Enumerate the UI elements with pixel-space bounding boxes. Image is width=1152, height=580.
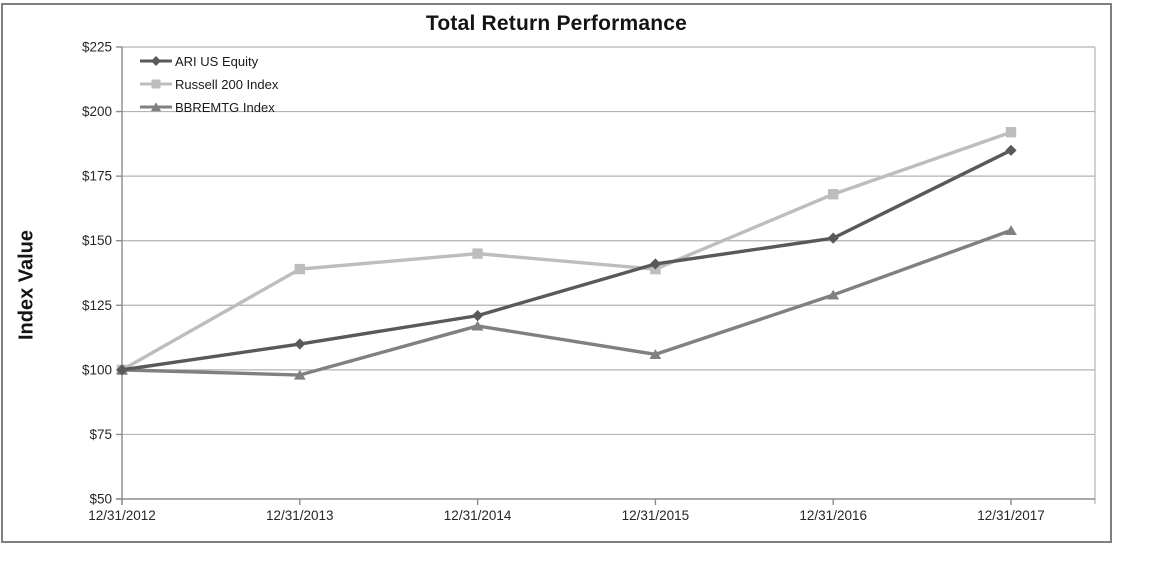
legend: ARI US Equity Russell 200 Index BBREMTG In… bbox=[139, 53, 278, 122]
series-line-russell-200-index bbox=[121, 130, 1012, 372]
y-tick-label: $175 bbox=[82, 169, 112, 184]
legend-square-marker-icon bbox=[140, 79, 172, 89]
chart-frame bbox=[1, 3, 1112, 543]
legend-item-label: Russell 200 Index bbox=[175, 76, 279, 92]
series-marker-ari-us-equity bbox=[827, 232, 839, 244]
series-marker-russell-200-index bbox=[1005, 127, 1017, 138]
x-tick-label: 12/31/2013 bbox=[266, 508, 334, 523]
series-marker-bbremtg-index bbox=[827, 289, 840, 300]
y-tick-label: $200 bbox=[82, 104, 112, 119]
series-marker-ari-us-equity bbox=[294, 338, 306, 350]
series-line-ari-us-equity bbox=[121, 148, 1012, 372]
series-marker-russell-200-index bbox=[828, 189, 839, 200]
x-tick-label: 12/31/2016 bbox=[799, 508, 867, 523]
legend-item: Russell 200 Index bbox=[139, 76, 278, 92]
series-marker-ari-us-equity bbox=[1005, 144, 1017, 156]
series-marker-ari-us-equity bbox=[472, 310, 484, 322]
y-tick-label: $100 bbox=[82, 362, 112, 377]
legend-item: ARI US Equity bbox=[139, 53, 278, 69]
series-marker-ari-us-equity bbox=[649, 258, 661, 270]
legend-diamond-marker-icon bbox=[140, 56, 172, 66]
y-tick-label: $225 bbox=[82, 40, 112, 55]
series-marker-russell-200-index bbox=[294, 263, 305, 275]
y-tick-label: $125 bbox=[82, 298, 112, 313]
series-marker-bbremtg-index bbox=[1005, 225, 1017, 235]
legend-item-label: BBREMTG Index bbox=[175, 99, 275, 115]
x-tick-label: 12/31/2017 bbox=[977, 508, 1045, 523]
y-tick-label: $75 bbox=[89, 427, 112, 442]
series-marker-bbremtg-index bbox=[293, 369, 306, 380]
x-tick-label: 12/31/2014 bbox=[444, 508, 512, 523]
x-tick-label: 12/31/2015 bbox=[622, 508, 690, 523]
series-marker-russell-200-index bbox=[472, 248, 483, 259]
series-marker-ari-us-equity bbox=[116, 364, 128, 376]
series-marker-bbremtg-index bbox=[649, 349, 662, 359]
x-tick-label: 12/31/2012 bbox=[88, 508, 156, 523]
legend-triangle-marker-icon bbox=[140, 102, 172, 112]
y-tick-label: $50 bbox=[89, 492, 112, 507]
series-line-bbremtg-index bbox=[121, 228, 1012, 377]
series-marker-bbremtg-index bbox=[471, 320, 484, 331]
legend-item-label: ARI US Equity bbox=[175, 53, 259, 69]
legend-item: BBREMTG Index bbox=[139, 99, 278, 115]
y-tick-label: $150 bbox=[82, 233, 112, 248]
chart-title: Total Return Performance bbox=[425, 12, 688, 35]
